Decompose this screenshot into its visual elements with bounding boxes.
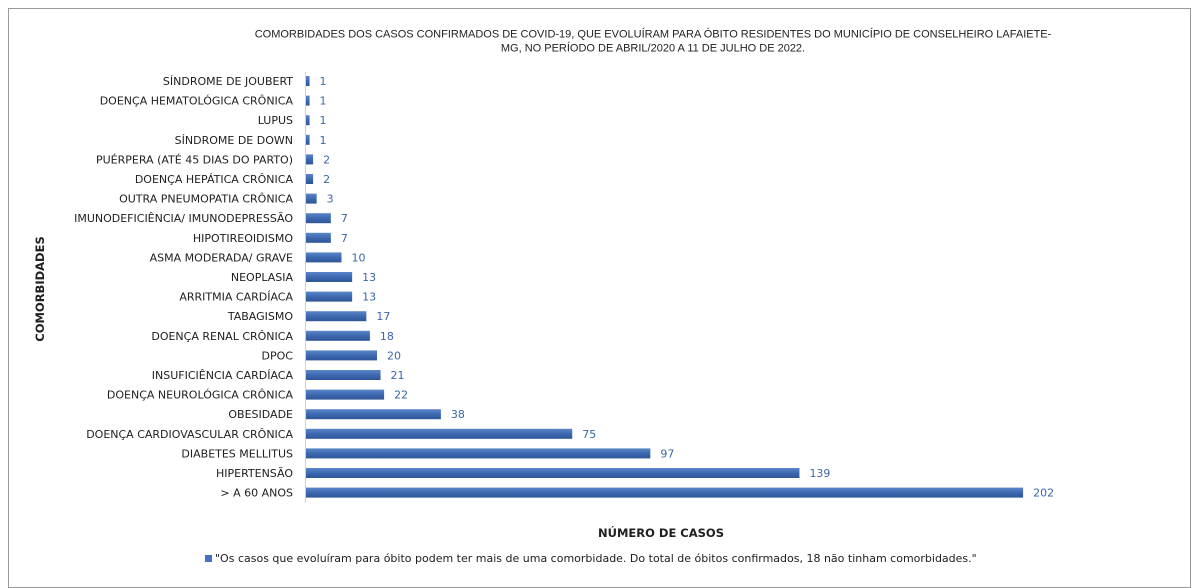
bar xyxy=(306,134,310,145)
bar xyxy=(306,154,314,165)
category-label: SÍNDROME DE JOUBERT xyxy=(163,75,293,88)
value-label: 97 xyxy=(660,447,674,460)
y-axis-title-group: COMORBIDADES xyxy=(33,236,47,341)
bar xyxy=(306,389,385,400)
category-label: NEOPLASIA xyxy=(231,271,294,284)
bar xyxy=(306,252,342,263)
bar xyxy=(306,115,310,126)
y-axis-title: COMORBIDADES xyxy=(33,236,47,341)
category-label: SÍNDROME DE DOWN xyxy=(175,134,293,147)
bar xyxy=(306,174,314,184)
category-label: ASMA MODERADA/ GRAVE xyxy=(150,251,293,264)
category-label: OUTRA PNEUMOPATIA CRÔNICA xyxy=(119,193,293,206)
bar xyxy=(306,232,331,243)
bar xyxy=(306,330,370,341)
chart-title-line-1: COMORBIDADES DOS CASOS CONFIRMADOS DE CO… xyxy=(255,28,1052,41)
bar xyxy=(306,428,573,439)
category-label: DOENÇA HEMATOLÓGICA CRÔNICA xyxy=(100,95,294,108)
bar xyxy=(306,409,441,420)
value-label: 1 xyxy=(320,114,327,127)
category-label: PUÉRPERA (ATÉ 45 DIAS DO PARTO) xyxy=(96,153,293,166)
bar xyxy=(306,487,1024,498)
category-label: DIABETES MELLITUS xyxy=(181,447,293,460)
value-label: 3 xyxy=(327,193,334,206)
value-label: 20 xyxy=(387,349,401,362)
value-label: 139 xyxy=(809,467,830,480)
value-label: 202 xyxy=(1033,487,1054,500)
value-label: 1 xyxy=(320,75,327,88)
bar xyxy=(306,213,331,224)
category-label: IMUNODEFICIÊNCIA/ IMUNODEPRESSÃO xyxy=(74,212,293,225)
bar xyxy=(306,193,317,204)
value-label: 2 xyxy=(323,153,330,166)
bar xyxy=(306,370,381,380)
bar xyxy=(306,272,353,282)
bar xyxy=(306,350,377,361)
category-labels: SÍNDROME DE JOUBERT DOENÇA HEMATOLÓGICA C… xyxy=(74,75,293,500)
bar xyxy=(306,311,367,322)
value-label: 7 xyxy=(341,212,348,225)
chart-title-line-2: MG, NO PERÍODO DE ABRIL/2020 A 11 DE JUL… xyxy=(501,42,805,55)
value-label: 17 xyxy=(376,310,390,323)
bar xyxy=(306,448,651,459)
bar xyxy=(306,95,310,106)
legend-marker xyxy=(205,555,212,562)
category-label: DOENÇA NEUROLÓGICA CRÔNICA xyxy=(107,389,294,402)
category-label: TABAGISMO xyxy=(227,310,294,323)
category-label: ARRITMIA CARDÍACA xyxy=(179,291,293,304)
value-label: 7 xyxy=(341,232,348,245)
category-label: HIPOTIREOIDISMO xyxy=(193,232,293,245)
value-label: 1 xyxy=(320,134,327,147)
category-label: LUPUS xyxy=(258,114,293,127)
value-label: 10 xyxy=(352,251,366,264)
x-axis-title: NÚMERO DE CASOS xyxy=(598,525,724,540)
category-label: INSUFICIÊNCIA CARDÍACA xyxy=(152,369,294,382)
value-label: 22 xyxy=(394,389,408,402)
bar xyxy=(306,291,353,302)
category-label: > A 60 ANOS xyxy=(220,487,293,500)
category-label: DOENÇA CARDIOVASCULAR CRÔNICA xyxy=(86,428,293,441)
value-label: 13 xyxy=(362,291,376,304)
value-label: 13 xyxy=(362,271,376,284)
bars xyxy=(306,76,1024,498)
category-label: DOENÇA HEPÁTICA CRÔNICA xyxy=(135,173,294,186)
value-label: 2 xyxy=(323,173,330,186)
value-label: 18 xyxy=(380,330,394,343)
category-label: DPOC xyxy=(262,349,294,362)
value-label: 75 xyxy=(582,428,596,441)
category-label: HIPERTENSÃO xyxy=(216,467,293,480)
value-label: 38 xyxy=(451,408,465,421)
category-label: DOENÇA RENAL CRÔNICA xyxy=(151,330,293,343)
category-label: OBESIDADE xyxy=(228,408,293,421)
bar xyxy=(306,76,310,86)
bar xyxy=(306,468,800,478)
value-label: 1 xyxy=(320,95,327,108)
value-label: 21 xyxy=(391,369,405,382)
legend-label: "Os casos que evoluíram para óbito podem… xyxy=(215,552,977,565)
